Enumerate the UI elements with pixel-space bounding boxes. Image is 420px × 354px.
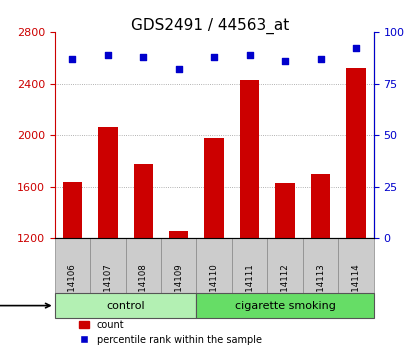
Bar — [63, 182, 82, 239]
Bar — [169, 231, 189, 239]
Legend: count, percentile rank within the sample: count, percentile rank within the sample — [76, 316, 266, 349]
FancyBboxPatch shape — [268, 239, 303, 293]
Point — [211, 54, 218, 59]
Point — [353, 46, 360, 51]
Text: GSM114108: GSM114108 — [139, 263, 148, 316]
Text: GSM114114: GSM114114 — [352, 263, 360, 316]
Text: GSM114109: GSM114109 — [174, 263, 183, 316]
Bar — [276, 183, 295, 239]
Text: GSM114107: GSM114107 — [103, 263, 112, 316]
Point — [282, 58, 289, 64]
Text: GSM114113: GSM114113 — [316, 263, 325, 316]
Text: GSM114112: GSM114112 — [281, 263, 290, 316]
Point — [140, 54, 147, 59]
Point — [317, 56, 324, 62]
FancyBboxPatch shape — [55, 239, 90, 293]
Bar — [311, 174, 331, 239]
FancyBboxPatch shape — [126, 239, 161, 293]
Point — [69, 56, 76, 62]
FancyBboxPatch shape — [339, 239, 374, 293]
Text: GSM114111: GSM114111 — [245, 263, 254, 316]
Bar — [205, 138, 224, 239]
Text: stress: stress — [0, 301, 50, 310]
FancyBboxPatch shape — [197, 239, 232, 293]
Text: GSM114110: GSM114110 — [210, 263, 219, 316]
Bar — [346, 68, 366, 239]
Point — [246, 52, 253, 57]
Point — [105, 52, 111, 57]
Bar — [240, 80, 260, 239]
Text: GSM114106: GSM114106 — [68, 263, 77, 316]
FancyBboxPatch shape — [161, 239, 197, 293]
FancyBboxPatch shape — [303, 239, 339, 293]
Text: GDS2491 / 44563_at: GDS2491 / 44563_at — [131, 18, 289, 34]
Text: cigarette smoking: cigarette smoking — [235, 301, 336, 310]
FancyBboxPatch shape — [197, 293, 374, 318]
FancyBboxPatch shape — [55, 293, 197, 318]
Bar — [134, 164, 153, 239]
Point — [176, 66, 182, 72]
Text: control: control — [106, 301, 145, 310]
FancyBboxPatch shape — [232, 239, 268, 293]
Bar — [98, 127, 118, 239]
FancyBboxPatch shape — [90, 239, 126, 293]
